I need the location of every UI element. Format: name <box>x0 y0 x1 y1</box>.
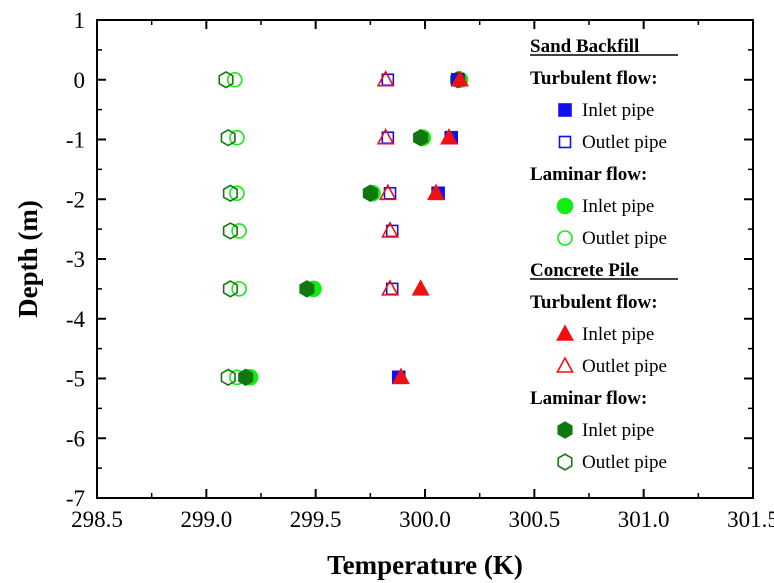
x-tick-label: 299.5 <box>290 507 342 532</box>
legend-marker <box>556 324 574 341</box>
y-tick-label: -4 <box>66 307 86 332</box>
legend-marker <box>557 453 573 471</box>
data-point <box>222 222 238 240</box>
legend-marker <box>558 103 572 117</box>
legend-marker <box>558 135 572 149</box>
y-tick-label: -2 <box>66 187 85 212</box>
series-0 <box>391 72 465 385</box>
legend-marker <box>556 356 574 373</box>
data-point <box>381 279 399 296</box>
plot-frame <box>96 19 754 499</box>
data-point <box>440 128 458 145</box>
data-point <box>413 128 429 147</box>
data-point <box>231 281 247 297</box>
y-tick-label: -7 <box>66 486 85 511</box>
data-point <box>376 70 395 87</box>
legend-subheading: Turbulent flow: <box>530 68 658 89</box>
data-point <box>381 221 399 238</box>
x-axis-title: Temperature (K) <box>327 550 523 580</box>
data-point <box>426 183 445 201</box>
y-tick-label: -6 <box>66 426 85 451</box>
data-point <box>411 279 430 296</box>
data-point <box>222 184 238 202</box>
data-point <box>392 367 410 385</box>
legend: Sand Backfill Turbulent flow: Inlet pipe Ou… <box>530 36 678 473</box>
data-point <box>362 184 378 202</box>
legend-subheading: Turbulent flow: <box>530 292 658 313</box>
data-point <box>229 129 245 146</box>
series-2 <box>241 71 469 386</box>
data-point <box>220 128 236 147</box>
legend-label: Outlet pipe <box>582 356 667 377</box>
x-tick-label: 299.0 <box>180 507 232 532</box>
series-1 <box>381 73 399 296</box>
data-point <box>218 71 234 89</box>
data-point <box>378 183 397 201</box>
plot-area <box>218 70 469 387</box>
axes: 298.5 299.0 299.5 300.0 300.5 301.0 301.5 1 0 -1 -… <box>66 8 774 532</box>
data-point <box>376 128 395 145</box>
legend-marker <box>557 421 573 439</box>
legend-label: Inlet pipe <box>582 420 654 441</box>
legend-label: Inlet pipe <box>582 196 654 217</box>
legend-group-heading: Sand Backfill <box>530 36 639 57</box>
legend-marker <box>557 230 573 246</box>
y-tick-label: 1 <box>74 8 86 33</box>
legend-marker <box>556 197 574 215</box>
legend-label: Outlet pipe <box>582 132 667 153</box>
data-point <box>229 185 245 202</box>
y-tick-label: -5 <box>66 367 85 392</box>
legend-subheading: Laminar flow: <box>530 388 647 409</box>
series-6 <box>238 71 466 387</box>
legend-subheading: Laminar flow: <box>530 164 647 185</box>
legend-group-heading: Concrete Pile <box>530 260 639 281</box>
x-tick-label: 298.5 <box>71 507 123 532</box>
legend-label: Inlet pipe <box>582 324 654 345</box>
y-axis-title: Depth (m) <box>13 200 43 318</box>
data-point <box>231 223 247 239</box>
data-point <box>220 368 236 387</box>
legend-label: Outlet pipe <box>582 228 667 249</box>
data-point <box>299 280 315 298</box>
series-7 <box>218 71 238 387</box>
x-tick-label: 301.0 <box>618 507 670 532</box>
data-point <box>226 71 243 88</box>
legend-label: Inlet pipe <box>582 100 654 121</box>
series-5 <box>376 70 399 296</box>
series-4 <box>392 70 469 385</box>
y-tick-label: -1 <box>66 128 85 153</box>
x-tick-label: 300.0 <box>399 507 451 532</box>
data-point <box>222 280 238 298</box>
data-point <box>238 368 254 387</box>
x-tick-label: 300.5 <box>508 507 560 532</box>
y-tick-label: -3 <box>66 247 85 272</box>
x-tick-label: 301.5 <box>727 507 774 532</box>
legend-label: Outlet pipe <box>582 452 667 473</box>
y-tick-label: 0 <box>74 68 86 93</box>
data-point <box>451 70 469 87</box>
